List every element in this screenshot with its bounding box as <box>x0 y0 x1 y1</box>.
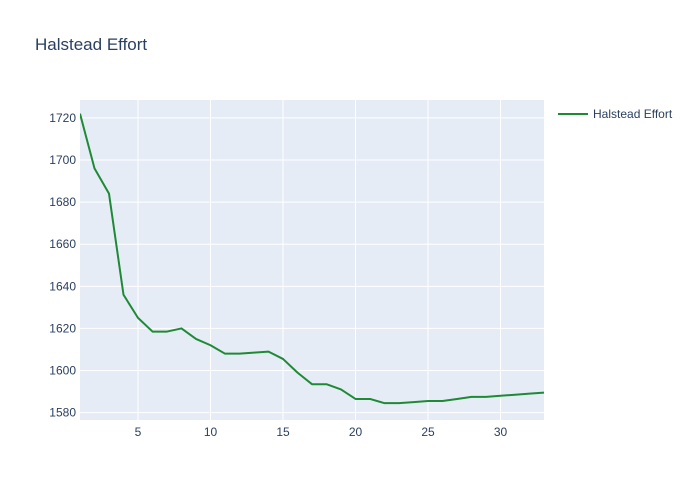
x-tick-label: 20 <box>349 425 363 439</box>
x-tick-label: 10 <box>204 425 218 439</box>
y-tick-label: 1640 <box>49 279 76 293</box>
y-tick-label: 1620 <box>49 321 76 335</box>
x-tick-label: 25 <box>421 425 435 439</box>
series-layer <box>80 113 544 405</box>
y-tick-label: 1600 <box>49 364 76 378</box>
series-line[interactable] <box>80 113 544 405</box>
y-tick-label: 1700 <box>49 153 76 167</box>
y-tick-label: 1720 <box>49 111 76 125</box>
x-tick-label: 5 <box>135 425 142 439</box>
x-tick-label: 15 <box>276 425 290 439</box>
legend-label: Halstead Effort <box>593 107 673 121</box>
legend[interactable]: Halstead Effort <box>558 107 673 121</box>
y-tick-label: 1580 <box>49 406 76 420</box>
x-tick-label: 30 <box>494 425 508 439</box>
y-tick-label: 1660 <box>49 237 76 251</box>
y-axis: 1580 1600 1620 1640 1660 1680 1700 1720 <box>49 111 76 420</box>
chart-title: Halstead Effort <box>35 35 147 54</box>
y-gridlines <box>80 117 544 414</box>
x-gridlines <box>137 100 501 420</box>
x-axis: 5 10 15 20 25 30 <box>135 425 508 439</box>
plot-area <box>80 100 544 420</box>
y-tick-label: 1680 <box>49 195 76 209</box>
